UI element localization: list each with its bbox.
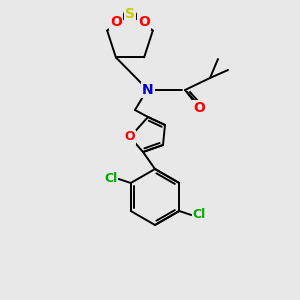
Text: Cl: Cl	[193, 208, 206, 221]
Text: N: N	[142, 83, 154, 97]
Text: O: O	[110, 15, 122, 29]
Text: O: O	[193, 101, 205, 115]
Text: Cl: Cl	[104, 172, 117, 185]
Text: O: O	[125, 130, 135, 143]
Text: O: O	[138, 15, 150, 29]
Text: S: S	[125, 7, 135, 21]
